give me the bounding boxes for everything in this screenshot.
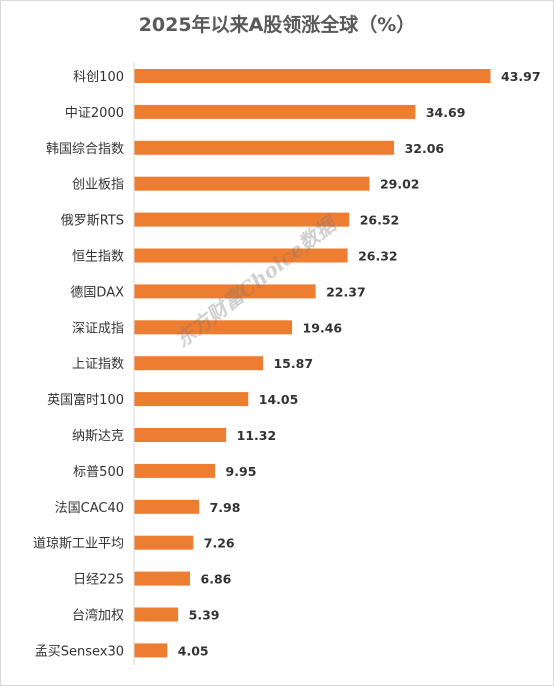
bar — [134, 320, 293, 335]
bar — [134, 104, 416, 119]
bar — [134, 284, 316, 299]
bar — [134, 643, 168, 658]
value-label: 7.98 — [210, 500, 241, 515]
category-label: 日经225 — [73, 573, 124, 588]
category-label: 标普500 — [73, 465, 124, 480]
category-label: 深证成指 — [72, 321, 124, 336]
value-label: 26.32 — [358, 249, 398, 264]
bar — [134, 571, 191, 586]
category-label: 上证指数 — [72, 357, 124, 372]
category-label: 法国CAC40 — [55, 501, 124, 516]
bar — [134, 212, 350, 227]
bar — [134, 499, 200, 514]
value-label: 34.69 — [426, 105, 466, 120]
value-label: 11.32 — [237, 428, 277, 443]
bar — [134, 356, 263, 371]
category-label: 中证2000 — [65, 106, 124, 121]
category-label: 孟买Sensex30 — [35, 644, 124, 659]
value-label: 7.26 — [204, 536, 235, 551]
category-label: 台湾加权 — [72, 608, 124, 624]
chart-title: 2025年以来A股领涨全球（%） — [138, 14, 416, 36]
value-label: 43.97 — [501, 69, 541, 84]
category-label: 道琼斯工业平均 — [33, 537, 124, 552]
bar — [134, 535, 194, 550]
bar — [134, 140, 395, 155]
category-label: 科创100 — [73, 70, 124, 85]
category-label: 俄罗斯RTS — [61, 214, 124, 229]
bar — [134, 607, 179, 622]
category-label: 恒生指数 — [72, 250, 124, 265]
bar — [134, 428, 227, 442]
value-label: 19.46 — [303, 320, 343, 335]
value-label: 5.39 — [189, 608, 220, 623]
category-label: 创业板指 — [72, 178, 124, 193]
category-label: 纳斯达克 — [72, 429, 124, 444]
bar — [134, 176, 370, 191]
value-label: 15.87 — [273, 356, 313, 371]
value-label: 32.06 — [405, 141, 445, 156]
bar — [134, 69, 491, 83]
category-label: 英国富时100 — [47, 392, 124, 408]
value-label: 26.52 — [360, 213, 400, 228]
category-label: 韩国综合指数 — [46, 142, 124, 157]
value-label: 6.86 — [201, 572, 232, 587]
bar — [134, 248, 348, 263]
value-label: 22.37 — [326, 284, 366, 299]
category-label: 德国DAX — [70, 285, 124, 300]
value-label: 4.05 — [178, 643, 209, 658]
value-label: 9.95 — [226, 464, 257, 479]
value-label: 14.05 — [259, 392, 299, 407]
bar — [134, 463, 216, 478]
bar — [134, 392, 249, 407]
value-label: 29.02 — [380, 177, 420, 192]
